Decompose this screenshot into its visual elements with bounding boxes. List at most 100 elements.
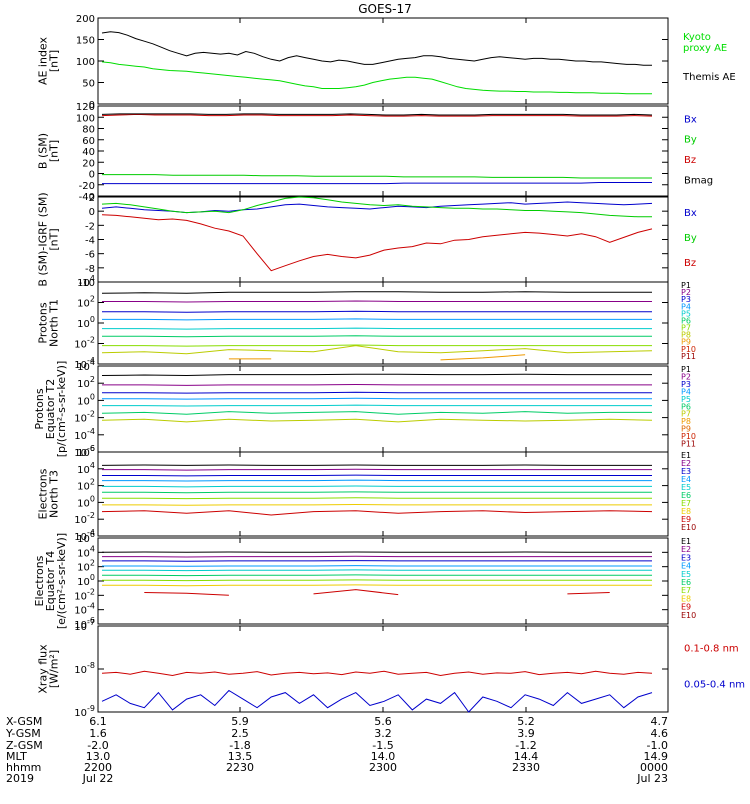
panel-bigrf-series-by [102, 197, 652, 217]
panel-pt1-legend-p11: P11 [681, 352, 696, 361]
panel-pt1-series-p6 [102, 336, 652, 337]
panel-et3-series-e6 [102, 492, 652, 493]
panel-ae-ytick-label: 100 [76, 57, 95, 68]
panel-et3-legend-e10: E10 [681, 523, 696, 532]
panel-pt1-series-p5 [102, 328, 652, 329]
panel-bigrf-ytick-label: -2 [85, 221, 95, 232]
panel-pt1-series-p8 [102, 346, 652, 354]
panel-et3-ytick-label: 10-2 [74, 511, 95, 526]
panel-pt2-ytick-label: 100 [77, 392, 95, 407]
panel-et3-ylabel: North T3 [48, 470, 61, 518]
xaxis-value: Jul 23 [636, 772, 668, 785]
panel-et3-series-e4 [102, 480, 652, 481]
xaxis-value: 2300 [369, 761, 397, 774]
panel-pt1-ytick-label: 10-2 [74, 336, 95, 351]
xaxis-value: Jul 22 [82, 772, 114, 785]
panel-xray-legend-0-1-0-8-nm: 0.1-0.8 nm [684, 644, 739, 655]
panel-bsm-ytick-label: 120 [76, 102, 95, 113]
panel-bigrf-ytick-label: 0 [89, 207, 95, 218]
panel-pt2-legend-p11: P11 [681, 440, 696, 449]
panel-bigrf-legend-by: By [684, 233, 697, 244]
panel-bigrf-legend-bx: Bx [684, 208, 697, 219]
panel-et4-series-e7 [102, 580, 652, 581]
panel-pt2-series-p3 [102, 392, 652, 393]
panel-ae-ytick-label: 150 [76, 36, 95, 47]
panel-ae-ytick-label: 50 [82, 79, 95, 90]
panel-et3-series-e3 [102, 475, 652, 476]
panel-ae-series-kyoto-proxy-ae [102, 62, 652, 94]
panel-bsm-ytick-label: 60 [82, 136, 95, 147]
panel-pt2-series-p6 [102, 412, 652, 415]
panel-pt1-series-p4 [102, 319, 652, 320]
panel-et3-frame [98, 452, 668, 536]
panel-et4-legend-e10: E10 [681, 611, 696, 620]
panel-pt1-ytick-label: 100 [77, 315, 95, 330]
panel-pt2-series-p7 [102, 419, 652, 422]
panel-pt2-series-p4 [102, 398, 652, 399]
panel-pt2-ytick-label: 10-4 [74, 427, 95, 442]
panel-bigrf-ytick-label: -6 [85, 250, 95, 261]
panel-et3-series-e2 [102, 469, 652, 470]
panel-ae-ytick-label: 200 [76, 14, 95, 25]
panel-pt1-frame [98, 282, 668, 364]
panel-pt2-series-p2 [102, 385, 652, 386]
panel-bsm-series-by [102, 175, 652, 178]
panel-et4-series-e3 [102, 561, 652, 562]
panel-bsm-ytick-label: 0 [89, 170, 95, 181]
panel-bigrf-frame [98, 197, 668, 282]
panel-et3-series-e5 [102, 486, 652, 487]
panel-bsm-legend-bz: Bz [684, 155, 696, 166]
panel-bsm-ytick-label: 100 [76, 113, 95, 124]
panel-bsm-ytick-label: 80 [82, 125, 95, 136]
panel-ae-legend-kyoto-proxy-ae: Kyoto [683, 32, 711, 43]
panel-pt2-series-p1 [102, 374, 652, 375]
panel-et3-series-e7 [102, 498, 652, 499]
panel-bigrf-ytick-label: -4 [85, 236, 95, 247]
xaxis-value: 2230 [226, 761, 254, 774]
panel-xray-series-0-1-0-8-nm [102, 671, 652, 675]
panel-ae-legend-kyoto-proxy-ae: proxy AE [683, 43, 727, 54]
panel-bigrf-legend-bz: Bz [684, 258, 696, 269]
panel-et4-series-e8 [102, 585, 652, 586]
chart-title: GOES-17 [358, 2, 412, 16]
panel-pt1-ylabel: North T1 [48, 299, 61, 347]
panel-et3-ytick-label: 104 [77, 461, 95, 476]
panel-pt2-frame [98, 366, 668, 452]
panel-bigrf-series-bx [102, 202, 652, 213]
panel-bigrf-ytick-label: 2 [89, 193, 95, 204]
panel-et4-ytick-label: 104 [77, 544, 95, 559]
xaxis-row-label: 2019 [6, 772, 34, 785]
panel-bsm-frame [98, 106, 668, 196]
panel-et4-ytick-label: 10-4 [74, 602, 95, 617]
panel-et4-ylabel: [e/(cm²-s-sr-keV)] [55, 533, 68, 629]
xaxis-value: 2330 [512, 761, 540, 774]
panel-pt2-series-p5 [102, 405, 652, 406]
panel-xray-ytick-label: 10-8 [74, 661, 95, 676]
panel-bigrf-ylabel: [nT] [48, 228, 61, 250]
panel-et3-series-e8 [102, 505, 652, 506]
panel-bsm-ytick-label: -20 [79, 181, 95, 192]
panel-pt1-ytick-label: 102 [77, 295, 95, 310]
panel-ae-series-themis-ae [102, 32, 652, 66]
panel-et4-ytick-label: 102 [77, 559, 95, 574]
panel-pt1-series-p9 [229, 355, 652, 360]
panel-bsm-ylabel: [nT] [48, 140, 61, 162]
panel-bsm-legend-bx: Bx [684, 114, 697, 125]
panel-xray-ylabel: [W/m²] [48, 650, 61, 688]
panel-et4-series-e4 [102, 566, 652, 567]
panel-bsm-legend-by: By [684, 135, 697, 146]
panel-bsm-series-bx [102, 183, 652, 184]
panel-pt2-ylabel: [p/(cm²-s-sr-keV)] [55, 361, 68, 458]
panel-bsm-legend-bmag: Bmag [684, 176, 713, 187]
panel-pt1-series-p2 [102, 301, 652, 302]
panel-et4-series-e2 [102, 556, 652, 557]
panel-pt2-ytick-label: 10-2 [74, 410, 95, 425]
panel-bigrf-series-bz [102, 215, 652, 271]
panel-pt1-series-p7 [102, 345, 652, 346]
panel-et4-ytick-label: 100 [77, 573, 95, 588]
panel-ae-ylabel: [nT] [48, 50, 61, 72]
panel-xray-series-0-05-0-4-nm [102, 691, 652, 713]
panel-ae-legend-themis-ae: Themis AE [682, 72, 736, 83]
